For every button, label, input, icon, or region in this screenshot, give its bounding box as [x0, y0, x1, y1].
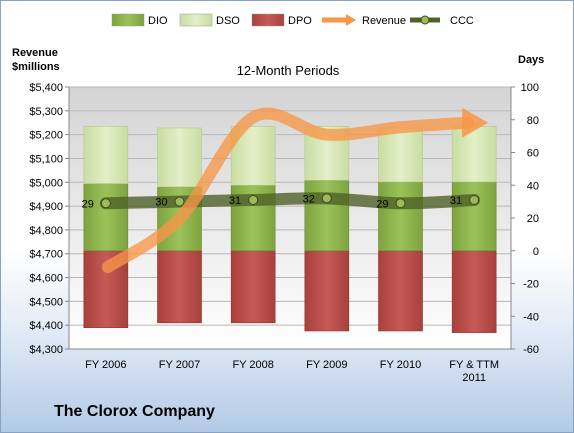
- ccc-marker: [248, 194, 259, 205]
- ccc-marker: [174, 196, 185, 207]
- bar-dpo: [451, 250, 497, 333]
- legend-arrow-revenue: [346, 14, 356, 26]
- ccc-marker: [469, 194, 480, 205]
- bar-dpo: [378, 250, 423, 332]
- bar-dio: [83, 183, 129, 252]
- x-tick-label: FY 2009: [306, 359, 347, 371]
- legend-label: Revenue: [362, 15, 406, 27]
- lines: 29 30 31 32 29 31: [82, 107, 489, 274]
- x-tick-label: FY 2008: [232, 359, 273, 371]
- right-tick-label: 80: [527, 115, 539, 127]
- ccc-data-label: 31: [229, 195, 241, 207]
- left-tick-label: $4,300: [29, 344, 63, 356]
- x-tick-label: FY & TTM: [449, 359, 499, 371]
- right-tick-label: 60: [527, 148, 539, 160]
- legend-swatch-dpo: [251, 13, 285, 27]
- left-tick-label: $5,100: [29, 153, 63, 165]
- x-tick-label: FY 2007: [159, 359, 200, 371]
- left-tick-label: $4,800: [29, 225, 63, 237]
- legend-swatch-dso: [179, 13, 213, 27]
- bar-dso: [378, 127, 423, 183]
- ccc-data-label: 30: [155, 197, 167, 209]
- legend-marker-ccc: [420, 15, 430, 25]
- bar-dio: [304, 180, 350, 252]
- left-tick-label: $5,200: [29, 130, 63, 142]
- legend-label: DPO: [288, 15, 312, 27]
- ccc-data-label: 31: [450, 195, 462, 207]
- legend-swatch-dio: [111, 13, 145, 27]
- left-axis-label-line2: $millions: [12, 61, 60, 73]
- x-tick-label: 2011: [462, 372, 486, 384]
- left-axis-label-line1: Revenue: [12, 47, 58, 59]
- bar-dpo: [230, 250, 276, 324]
- legend-label: DSO: [216, 15, 240, 27]
- bar-dpo: [157, 250, 202, 324]
- left-tick-label: $5,400: [29, 82, 63, 94]
- left-tick-label: $4,600: [29, 273, 63, 285]
- ccc-marker: [321, 193, 332, 204]
- bar-dpo: [304, 250, 350, 332]
- right-axis-label: Days: [518, 54, 544, 66]
- left-tick-label: $5,000: [29, 177, 63, 189]
- left-tick-label: $4,400: [29, 320, 63, 332]
- ccc-marker: [395, 198, 406, 209]
- axes: $4,300 $4,400 $4,500 $4,600 $4,700 $4,800 $4,9…: [29, 82, 539, 384]
- legend-label: CCC: [450, 15, 474, 27]
- right-tick-label: -20: [523, 279, 539, 291]
- revenue-line: [101, 107, 475, 274]
- left-tick-label: $4,700: [29, 249, 63, 261]
- left-tick-label: $5,300: [29, 106, 63, 118]
- right-tick-label: 20: [527, 213, 539, 225]
- right-tick-label: 40: [527, 180, 539, 192]
- left-tick-label: $4,500: [29, 296, 63, 308]
- chart-title: 12-Month Periods: [237, 63, 340, 78]
- company-name: The Clorox Company: [54, 403, 215, 420]
- bar-dso: [157, 127, 202, 188]
- plot-area: [69, 87, 511, 349]
- bar-dio: [451, 181, 497, 252]
- bar-dio: [378, 181, 423, 252]
- left-tick-label: $4,900: [29, 201, 63, 213]
- legend: DIO DSO DPO Revenue CCC: [111, 13, 474, 27]
- x-tick-label: FY 2006: [85, 359, 126, 371]
- right-tick-label: 100: [521, 82, 539, 94]
- right-tick-label: -40: [523, 311, 539, 323]
- bar-dso: [451, 126, 497, 183]
- x-tick-label: FY 2010: [380, 359, 421, 371]
- ccc-data-label: 32: [303, 193, 315, 205]
- ccc-data-label: 29: [376, 198, 388, 210]
- bar-dso: [83, 126, 129, 184]
- ccc-marker: [100, 198, 111, 209]
- legend-label: DIO: [148, 15, 168, 27]
- revenue-arrowhead: [462, 107, 489, 138]
- ccc-line: [99, 192, 481, 210]
- right-tick-label: -60: [523, 344, 539, 356]
- right-tick-label: 0: [533, 246, 539, 258]
- ccc-data-label: 29: [82, 198, 94, 210]
